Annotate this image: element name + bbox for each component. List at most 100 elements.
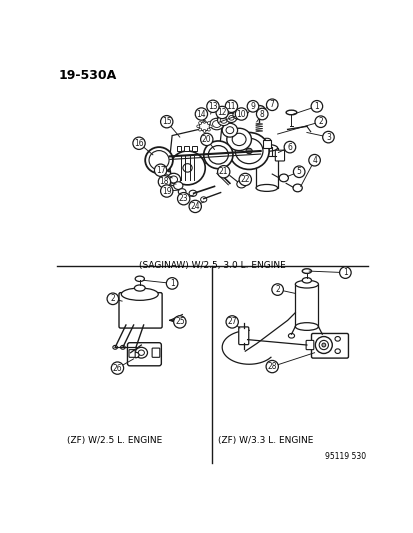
Ellipse shape — [203, 141, 233, 168]
Circle shape — [216, 106, 228, 119]
FancyBboxPatch shape — [129, 350, 135, 357]
Text: 11: 11 — [226, 102, 235, 111]
Text: 20: 20 — [202, 135, 211, 144]
Ellipse shape — [334, 349, 339, 353]
Ellipse shape — [209, 118, 223, 130]
Ellipse shape — [135, 276, 144, 281]
Circle shape — [166, 278, 178, 289]
Text: (ZF) W/3.3 L. ENGINE: (ZF) W/3.3 L. ENGINE — [218, 436, 313, 445]
Text: 7: 7 — [269, 100, 274, 109]
Ellipse shape — [203, 120, 205, 123]
Ellipse shape — [198, 122, 201, 125]
Ellipse shape — [318, 341, 328, 350]
Ellipse shape — [169, 176, 177, 183]
Ellipse shape — [288, 334, 294, 338]
Circle shape — [195, 108, 207, 120]
Ellipse shape — [217, 115, 229, 126]
Text: 8: 8 — [259, 109, 264, 118]
Text: 25: 25 — [175, 318, 184, 326]
Circle shape — [247, 101, 258, 112]
FancyBboxPatch shape — [192, 146, 196, 151]
FancyBboxPatch shape — [305, 341, 313, 350]
Text: 24: 24 — [190, 202, 199, 211]
Ellipse shape — [138, 350, 144, 356]
Circle shape — [173, 316, 185, 328]
FancyBboxPatch shape — [176, 146, 181, 151]
Circle shape — [200, 133, 212, 146]
Ellipse shape — [294, 280, 318, 288]
Ellipse shape — [200, 197, 206, 202]
Ellipse shape — [189, 190, 196, 196]
Ellipse shape — [133, 345, 138, 349]
Ellipse shape — [285, 110, 296, 115]
Text: 9: 9 — [250, 102, 255, 111]
Ellipse shape — [245, 148, 252, 154]
FancyBboxPatch shape — [238, 327, 248, 345]
Circle shape — [235, 108, 247, 120]
Text: 16: 16 — [134, 139, 143, 148]
FancyBboxPatch shape — [184, 146, 189, 151]
Text: 27: 27 — [227, 318, 236, 326]
Ellipse shape — [207, 128, 210, 131]
Circle shape — [225, 100, 237, 112]
FancyBboxPatch shape — [256, 148, 277, 188]
Text: 19: 19 — [161, 187, 171, 196]
Text: 3: 3 — [325, 133, 330, 142]
Ellipse shape — [228, 133, 268, 169]
Circle shape — [217, 166, 229, 178]
FancyBboxPatch shape — [275, 150, 284, 161]
Ellipse shape — [228, 116, 234, 120]
Circle shape — [314, 116, 326, 127]
Circle shape — [177, 192, 190, 205]
Circle shape — [154, 164, 166, 176]
Ellipse shape — [262, 138, 270, 142]
Ellipse shape — [199, 122, 209, 131]
FancyBboxPatch shape — [311, 334, 348, 358]
Ellipse shape — [292, 184, 301, 192]
Ellipse shape — [120, 345, 125, 349]
Ellipse shape — [256, 144, 277, 151]
Circle shape — [107, 293, 119, 304]
Text: 18: 18 — [159, 177, 169, 186]
Ellipse shape — [173, 182, 183, 189]
Ellipse shape — [222, 123, 237, 137]
Ellipse shape — [207, 122, 210, 125]
FancyBboxPatch shape — [119, 293, 162, 328]
Text: 23: 23 — [178, 194, 188, 203]
FancyBboxPatch shape — [262, 140, 270, 148]
Text: 12: 12 — [217, 108, 226, 117]
Ellipse shape — [135, 348, 147, 358]
Ellipse shape — [278, 174, 288, 182]
FancyBboxPatch shape — [152, 348, 159, 357]
Circle shape — [239, 173, 251, 185]
Text: 2: 2 — [275, 285, 279, 294]
Text: 6: 6 — [287, 143, 292, 151]
Text: 1: 1 — [342, 268, 347, 277]
Ellipse shape — [121, 288, 158, 301]
Ellipse shape — [145, 147, 173, 173]
Ellipse shape — [315, 336, 332, 353]
Text: (SAGINAW) W/2.5, 3.0 L. ENGINE: (SAGINAW) W/2.5, 3.0 L. ENGINE — [138, 261, 285, 270]
Circle shape — [256, 108, 267, 120]
Text: 4: 4 — [311, 156, 316, 165]
Ellipse shape — [225, 113, 236, 123]
Ellipse shape — [209, 125, 211, 128]
Circle shape — [283, 141, 295, 153]
Text: 2: 2 — [318, 117, 322, 126]
Circle shape — [160, 185, 173, 197]
Circle shape — [266, 99, 278, 110]
Circle shape — [206, 100, 218, 112]
Ellipse shape — [253, 106, 264, 112]
Circle shape — [339, 267, 350, 278]
Ellipse shape — [225, 127, 233, 134]
Text: 10: 10 — [236, 109, 246, 118]
Circle shape — [271, 284, 283, 295]
Text: 14: 14 — [196, 109, 206, 118]
Ellipse shape — [133, 352, 139, 358]
Circle shape — [158, 175, 170, 188]
Text: 5: 5 — [296, 167, 301, 176]
Circle shape — [133, 137, 145, 149]
Text: 19-530A: 19-530A — [59, 69, 117, 83]
Ellipse shape — [232, 133, 245, 146]
Text: 15: 15 — [161, 117, 171, 126]
